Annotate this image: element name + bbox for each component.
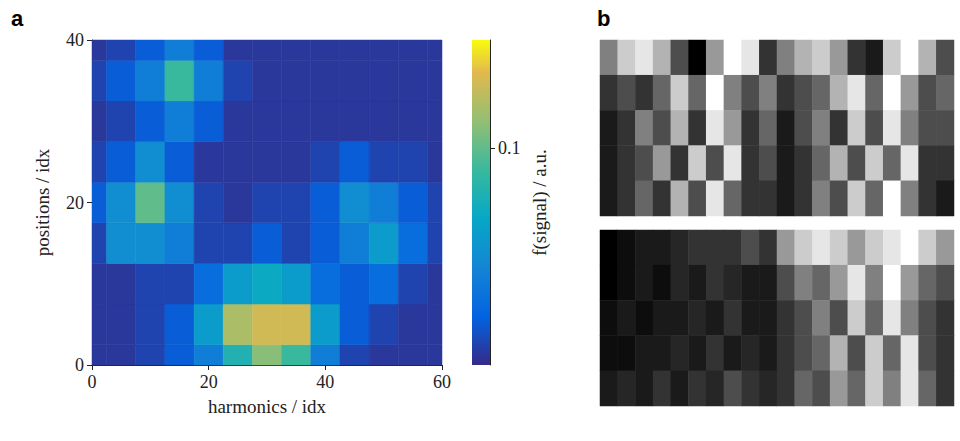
svg-text:40: 40 [316, 372, 334, 392]
svg-text:a: a [11, 6, 24, 31]
svg-text:positions / idx: positions / idx [32, 148, 53, 256]
svg-text:60: 60 [433, 372, 451, 392]
svg-text:0: 0 [75, 355, 84, 375]
svg-text:0.1: 0.1 [498, 138, 521, 158]
svg-text:b: b [597, 6, 610, 31]
svg-text:20: 20 [200, 372, 218, 392]
svg-text:f(signal) / a.u.: f(signal) / a.u. [529, 149, 551, 256]
svg-text:harmonics / idx: harmonics / idx [208, 396, 327, 417]
svg-text:20: 20 [66, 193, 84, 213]
svg-text:40: 40 [66, 30, 84, 50]
svg-text:0: 0 [88, 372, 97, 392]
